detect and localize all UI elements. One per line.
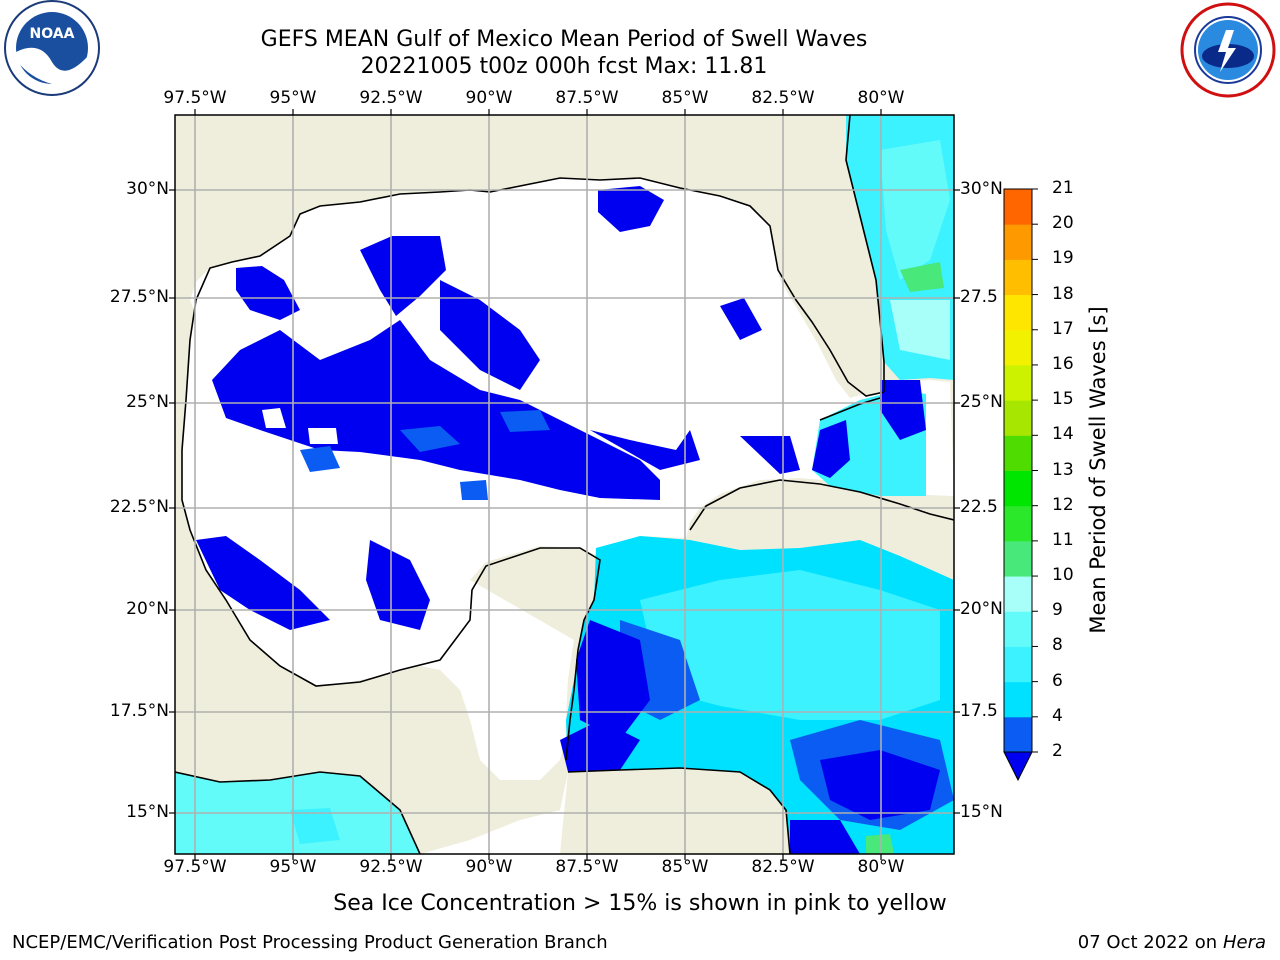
- colorbar-tick-label: 9: [1052, 600, 1063, 621]
- footer-date-text: 07 Oct 2022 on: [1077, 932, 1223, 953]
- lon-label-bottom: 90°W: [465, 857, 513, 877]
- lat-label-right: 17.5: [960, 701, 998, 721]
- lon-label-top: 90°W: [465, 88, 513, 108]
- lon-label-top: 97.5°W: [163, 88, 227, 108]
- lat-label-right: 30°N: [960, 179, 1003, 199]
- lat-label-left: 27.5°N: [109, 287, 169, 307]
- lon-label-bottom: 87.5°W: [555, 857, 619, 877]
- lat-label-left: 30°N: [126, 179, 169, 199]
- colorbar-segment: [1004, 611, 1032, 647]
- lat-label-right: 27.5: [960, 287, 998, 307]
- lon-label-top: 92.5°W: [359, 88, 423, 108]
- colorbar-segment: [1004, 329, 1032, 366]
- colorbar-segment: [1004, 400, 1032, 436]
- lat-label-right: 15°N: [960, 802, 1003, 822]
- colorbar-tick-label: 19: [1052, 248, 1074, 269]
- lon-label-top: 82.5°W: [751, 88, 815, 108]
- colorbar-tick-label: 15: [1052, 389, 1074, 410]
- colorbar-tick-label: 16: [1052, 353, 1074, 374]
- lat-label-right: 25°N: [960, 392, 1003, 412]
- lon-label-bottom: 95°W: [269, 857, 317, 877]
- chart-title: GEFS MEAN Gulf of Mexico Mean Period of …: [260, 27, 868, 52]
- lon-label-top: 80°W: [857, 88, 905, 108]
- colorbar-segment: [1004, 716, 1032, 753]
- cuba-land: [690, 480, 954, 560]
- footer-credit: NCEP/EMC/Verification Post Processing Pr…: [12, 932, 608, 953]
- colorbar-tick-label: 21: [1052, 178, 1074, 198]
- svg-text:NOAA: NOAA: [30, 26, 75, 42]
- colorbar-tick-label: 12: [1052, 494, 1074, 515]
- colorbar: [1003, 188, 1038, 782]
- lat-label-left: 22.5°N: [109, 497, 169, 517]
- lon-label-bottom: 82.5°W: [751, 857, 815, 877]
- lon-label-top: 85°W: [661, 88, 709, 108]
- colorbar-tick-label: 18: [1052, 283, 1074, 304]
- lat-label-left: 17.5°N: [109, 701, 169, 721]
- lat-label-left: 25°N: [126, 392, 169, 412]
- footer-host: Hera: [1222, 932, 1266, 953]
- lon-label-top: 87.5°W: [555, 88, 619, 108]
- colorbar-segment: [1004, 259, 1032, 296]
- colorbar-segment: [1004, 470, 1032, 507]
- colorbar-tick-label: 10: [1052, 565, 1074, 586]
- colorbar-tick-label: 2: [1052, 741, 1063, 761]
- colorbar-segment: [1004, 681, 1032, 718]
- colorbar-segment: [1004, 294, 1032, 331]
- map-area: [175, 115, 954, 854]
- noaa-logo-icon: NOAA: [4, 0, 100, 96]
- gulf-blue-band: [212, 320, 660, 500]
- colorbar-segment: [1004, 364, 1032, 401]
- colorbar-label: Mean Period of Swell Waves [s]: [1086, 306, 1110, 634]
- colorbar-segment: [1004, 435, 1032, 471]
- colorbar-segment: [1004, 189, 1032, 225]
- colorbar-tick-label: 4: [1052, 705, 1063, 726]
- footer-date: 07 Oct 2022 on Hera: [1078, 932, 1266, 953]
- lon-label-bottom: 92.5°W: [359, 857, 423, 877]
- colorbar-segment: [1004, 505, 1032, 542]
- colorbar-tick-label: 17: [1052, 318, 1074, 339]
- coastlines: [175, 115, 954, 854]
- lon-label-bottom: 80°W: [857, 857, 905, 877]
- colorbar-tick-label: 14: [1052, 424, 1074, 445]
- lon-label-bottom: 85°W: [661, 857, 709, 877]
- yucatan-land: [175, 520, 600, 854]
- lat-label-left: 20°N: [126, 599, 169, 619]
- lat-label-right: 20°N: [960, 599, 1003, 619]
- colorbar-tick-label: 6: [1052, 670, 1063, 691]
- chart-subtitle: 20221005 t00z 000h fcst Max: 11.81: [360, 54, 768, 79]
- nws-logo-icon: [1180, 2, 1276, 98]
- gridlines: [175, 115, 954, 854]
- colorbar-segment: [1004, 576, 1032, 612]
- sea-ice-note: Sea Ice Concentration > 15% is shown in …: [333, 891, 947, 916]
- colorbar-segment: [1004, 646, 1032, 683]
- colorbar-extend-triangle: [1003, 751, 1033, 782]
- lon-label-bottom: 97.5°W: [163, 857, 227, 877]
- colorbar-tick-label: 8: [1052, 635, 1063, 656]
- lat-label-right: 22.5: [960, 497, 998, 517]
- colorbar-tick-label: 11: [1052, 529, 1074, 550]
- colorbar-tick-label: 13: [1052, 459, 1074, 480]
- colorbar-segment: [1004, 540, 1032, 577]
- colorbar-segment: [1004, 224, 1032, 260]
- lon-label-top: 95°W: [269, 88, 317, 108]
- lat-label-left: 15°N: [126, 802, 169, 822]
- map-frame: [174, 114, 955, 855]
- colorbar-tick-label: 20: [1052, 213, 1074, 234]
